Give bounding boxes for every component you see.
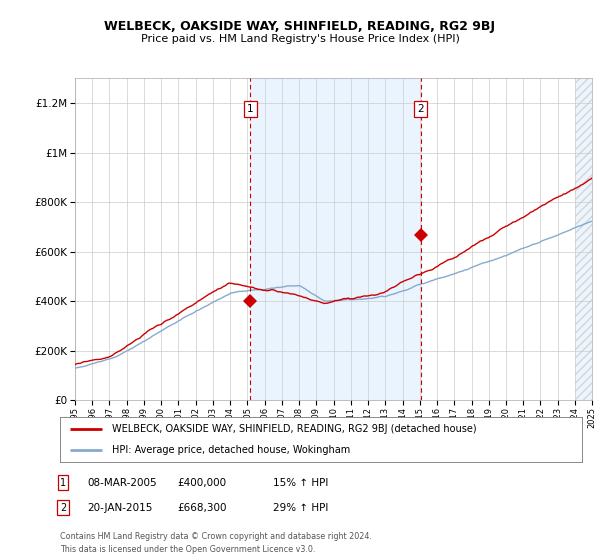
Text: 2: 2 — [60, 503, 66, 513]
Text: Price paid vs. HM Land Registry's House Price Index (HPI): Price paid vs. HM Land Registry's House … — [140, 34, 460, 44]
Text: 20-JAN-2015: 20-JAN-2015 — [87, 503, 152, 513]
Text: 29% ↑ HPI: 29% ↑ HPI — [273, 503, 328, 513]
Text: This data is licensed under the Open Government Licence v3.0.: This data is licensed under the Open Gov… — [60, 545, 316, 554]
Text: WELBECK, OAKSIDE WAY, SHINFIELD, READING, RG2 9BJ (detached house): WELBECK, OAKSIDE WAY, SHINFIELD, READING… — [112, 424, 477, 435]
Text: 1: 1 — [247, 104, 254, 114]
Text: HPI: Average price, detached house, Wokingham: HPI: Average price, detached house, Woki… — [112, 445, 350, 455]
Text: 1: 1 — [60, 478, 66, 488]
Text: Contains HM Land Registry data © Crown copyright and database right 2024.: Contains HM Land Registry data © Crown c… — [60, 532, 372, 541]
Text: 08-MAR-2005: 08-MAR-2005 — [87, 478, 157, 488]
Text: 2: 2 — [418, 104, 424, 114]
Text: WELBECK, OAKSIDE WAY, SHINFIELD, READING, RG2 9BJ: WELBECK, OAKSIDE WAY, SHINFIELD, READING… — [104, 20, 496, 32]
Text: 15% ↑ HPI: 15% ↑ HPI — [273, 478, 328, 488]
Text: £668,300: £668,300 — [177, 503, 227, 513]
Text: £400,000: £400,000 — [177, 478, 226, 488]
